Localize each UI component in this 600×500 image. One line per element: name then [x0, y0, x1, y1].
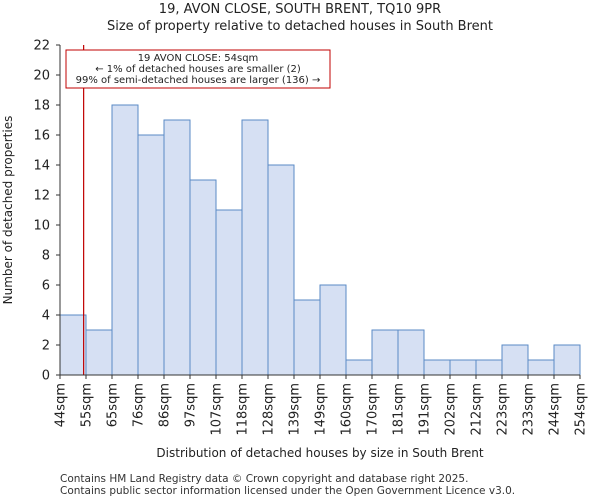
x-tick-label: 244sqm [548, 383, 563, 436]
bar-202sqm [449, 359, 477, 376]
footer-licence: Contains public sector information licen… [60, 485, 516, 497]
bar-44sqm [59, 314, 87, 376]
y-tick-label: 10 [33, 219, 50, 234]
bar-76sqm [137, 134, 165, 376]
bar-118sqm [241, 119, 269, 376]
y-tick-label: 8 [42, 249, 50, 264]
histogram-chart: 0 2 4 6 8 10 12 14 16 18 20 22 44sqm 55sqm 65sqm 76sqm… [1, 39, 589, 461]
y-tick-labels: 0 2 4 6 8 10 12 14 16 18 20 22 [33, 39, 50, 384]
x-axis-label: Distribution of detached houses by size … [156, 446, 483, 460]
bar-181sqm [397, 329, 425, 376]
y-tick-label: 22 [33, 39, 50, 54]
bar-223sqm [501, 344, 529, 376]
y-axis-label: Number of detached properties [1, 116, 15, 305]
bar-86sqm [163, 119, 191, 376]
bar-149sqm [319, 284, 347, 376]
x-tick-label: 223sqm [496, 383, 511, 436]
annotation-line: 19 AVON CLOSE: 54sqm [138, 53, 259, 64]
x-tick-labels: 44sqm 55sqm 65sqm 76sqm 86sqm 97sqm 107sqm 118s… [54, 383, 589, 436]
bar-139sqm [293, 299, 321, 376]
bar-233sqm [527, 359, 555, 376]
x-tick-label: 44sqm [54, 383, 69, 427]
bars-group [59, 104, 581, 376]
bar-128sqm [267, 164, 295, 376]
annotation-box: 19 AVON CLOSE: 54sqm← 1% of detached hou… [65, 49, 331, 89]
bar-191sqm [423, 359, 451, 376]
annotation-line: 99% of semi-detached houses are larger (… [76, 75, 321, 86]
axes-group [56, 44, 581, 379]
y-tick-label: 16 [33, 129, 50, 144]
x-tick-label: 212sqm [470, 383, 485, 436]
x-tick-label: 128sqm [262, 383, 277, 436]
bar-244sqm [553, 344, 581, 376]
bar-107sqm [215, 209, 243, 376]
x-tick-label: 139sqm [288, 383, 303, 436]
x-tick-label: 65sqm [106, 383, 121, 427]
y-tick-label: 0 [42, 369, 50, 384]
bar-65sqm [111, 104, 139, 376]
bar-97sqm [189, 179, 217, 376]
x-tick-label: 76sqm [132, 383, 147, 427]
x-tick-label: 149sqm [314, 383, 329, 436]
x-tick-label: 202sqm [444, 383, 459, 436]
x-tick-label: 181sqm [392, 383, 407, 436]
chart-subtitle: Size of property relative to detached ho… [106, 19, 493, 34]
x-tick-label: 55sqm [80, 383, 95, 427]
x-tick-label: 86sqm [158, 383, 173, 427]
x-tick-label: 170sqm [366, 383, 381, 436]
y-tick-label: 18 [33, 99, 50, 114]
x-tick-label: 97sqm [184, 383, 199, 427]
y-tick-label: 6 [42, 279, 50, 294]
bar-212sqm [475, 359, 503, 376]
x-tick-label: 233sqm [522, 383, 537, 436]
x-tick-label: 191sqm [418, 383, 433, 436]
x-tick-label: 118sqm [236, 383, 251, 436]
x-tick-label: 107sqm [210, 383, 225, 436]
x-tick-label: 160sqm [340, 383, 355, 436]
annotation-frame [65, 49, 331, 89]
bar-160sqm [345, 359, 373, 376]
y-tick-label: 12 [33, 189, 50, 204]
y-tick-label: 2 [42, 339, 50, 354]
y-tick-label: 4 [42, 309, 50, 324]
y-tick-label: 14 [33, 159, 50, 174]
bar-55sqm [85, 329, 113, 376]
y-tick-label: 20 [33, 69, 50, 84]
footer-copyright: Contains HM Land Registry data © Crown c… [60, 473, 469, 485]
x-tick-label: 254sqm [574, 383, 589, 436]
annotation-line: ← 1% of detached houses are smaller (2) [95, 64, 301, 75]
chart-title: 19, AVON CLOSE, SOUTH BRENT, TQ10 9PR [158, 2, 442, 17]
bar-170sqm [371, 329, 399, 376]
